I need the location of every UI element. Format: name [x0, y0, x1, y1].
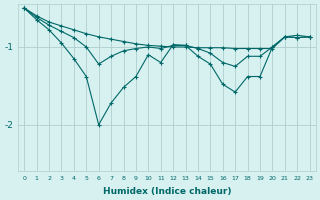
X-axis label: Humidex (Indice chaleur): Humidex (Indice chaleur) [103, 187, 231, 196]
